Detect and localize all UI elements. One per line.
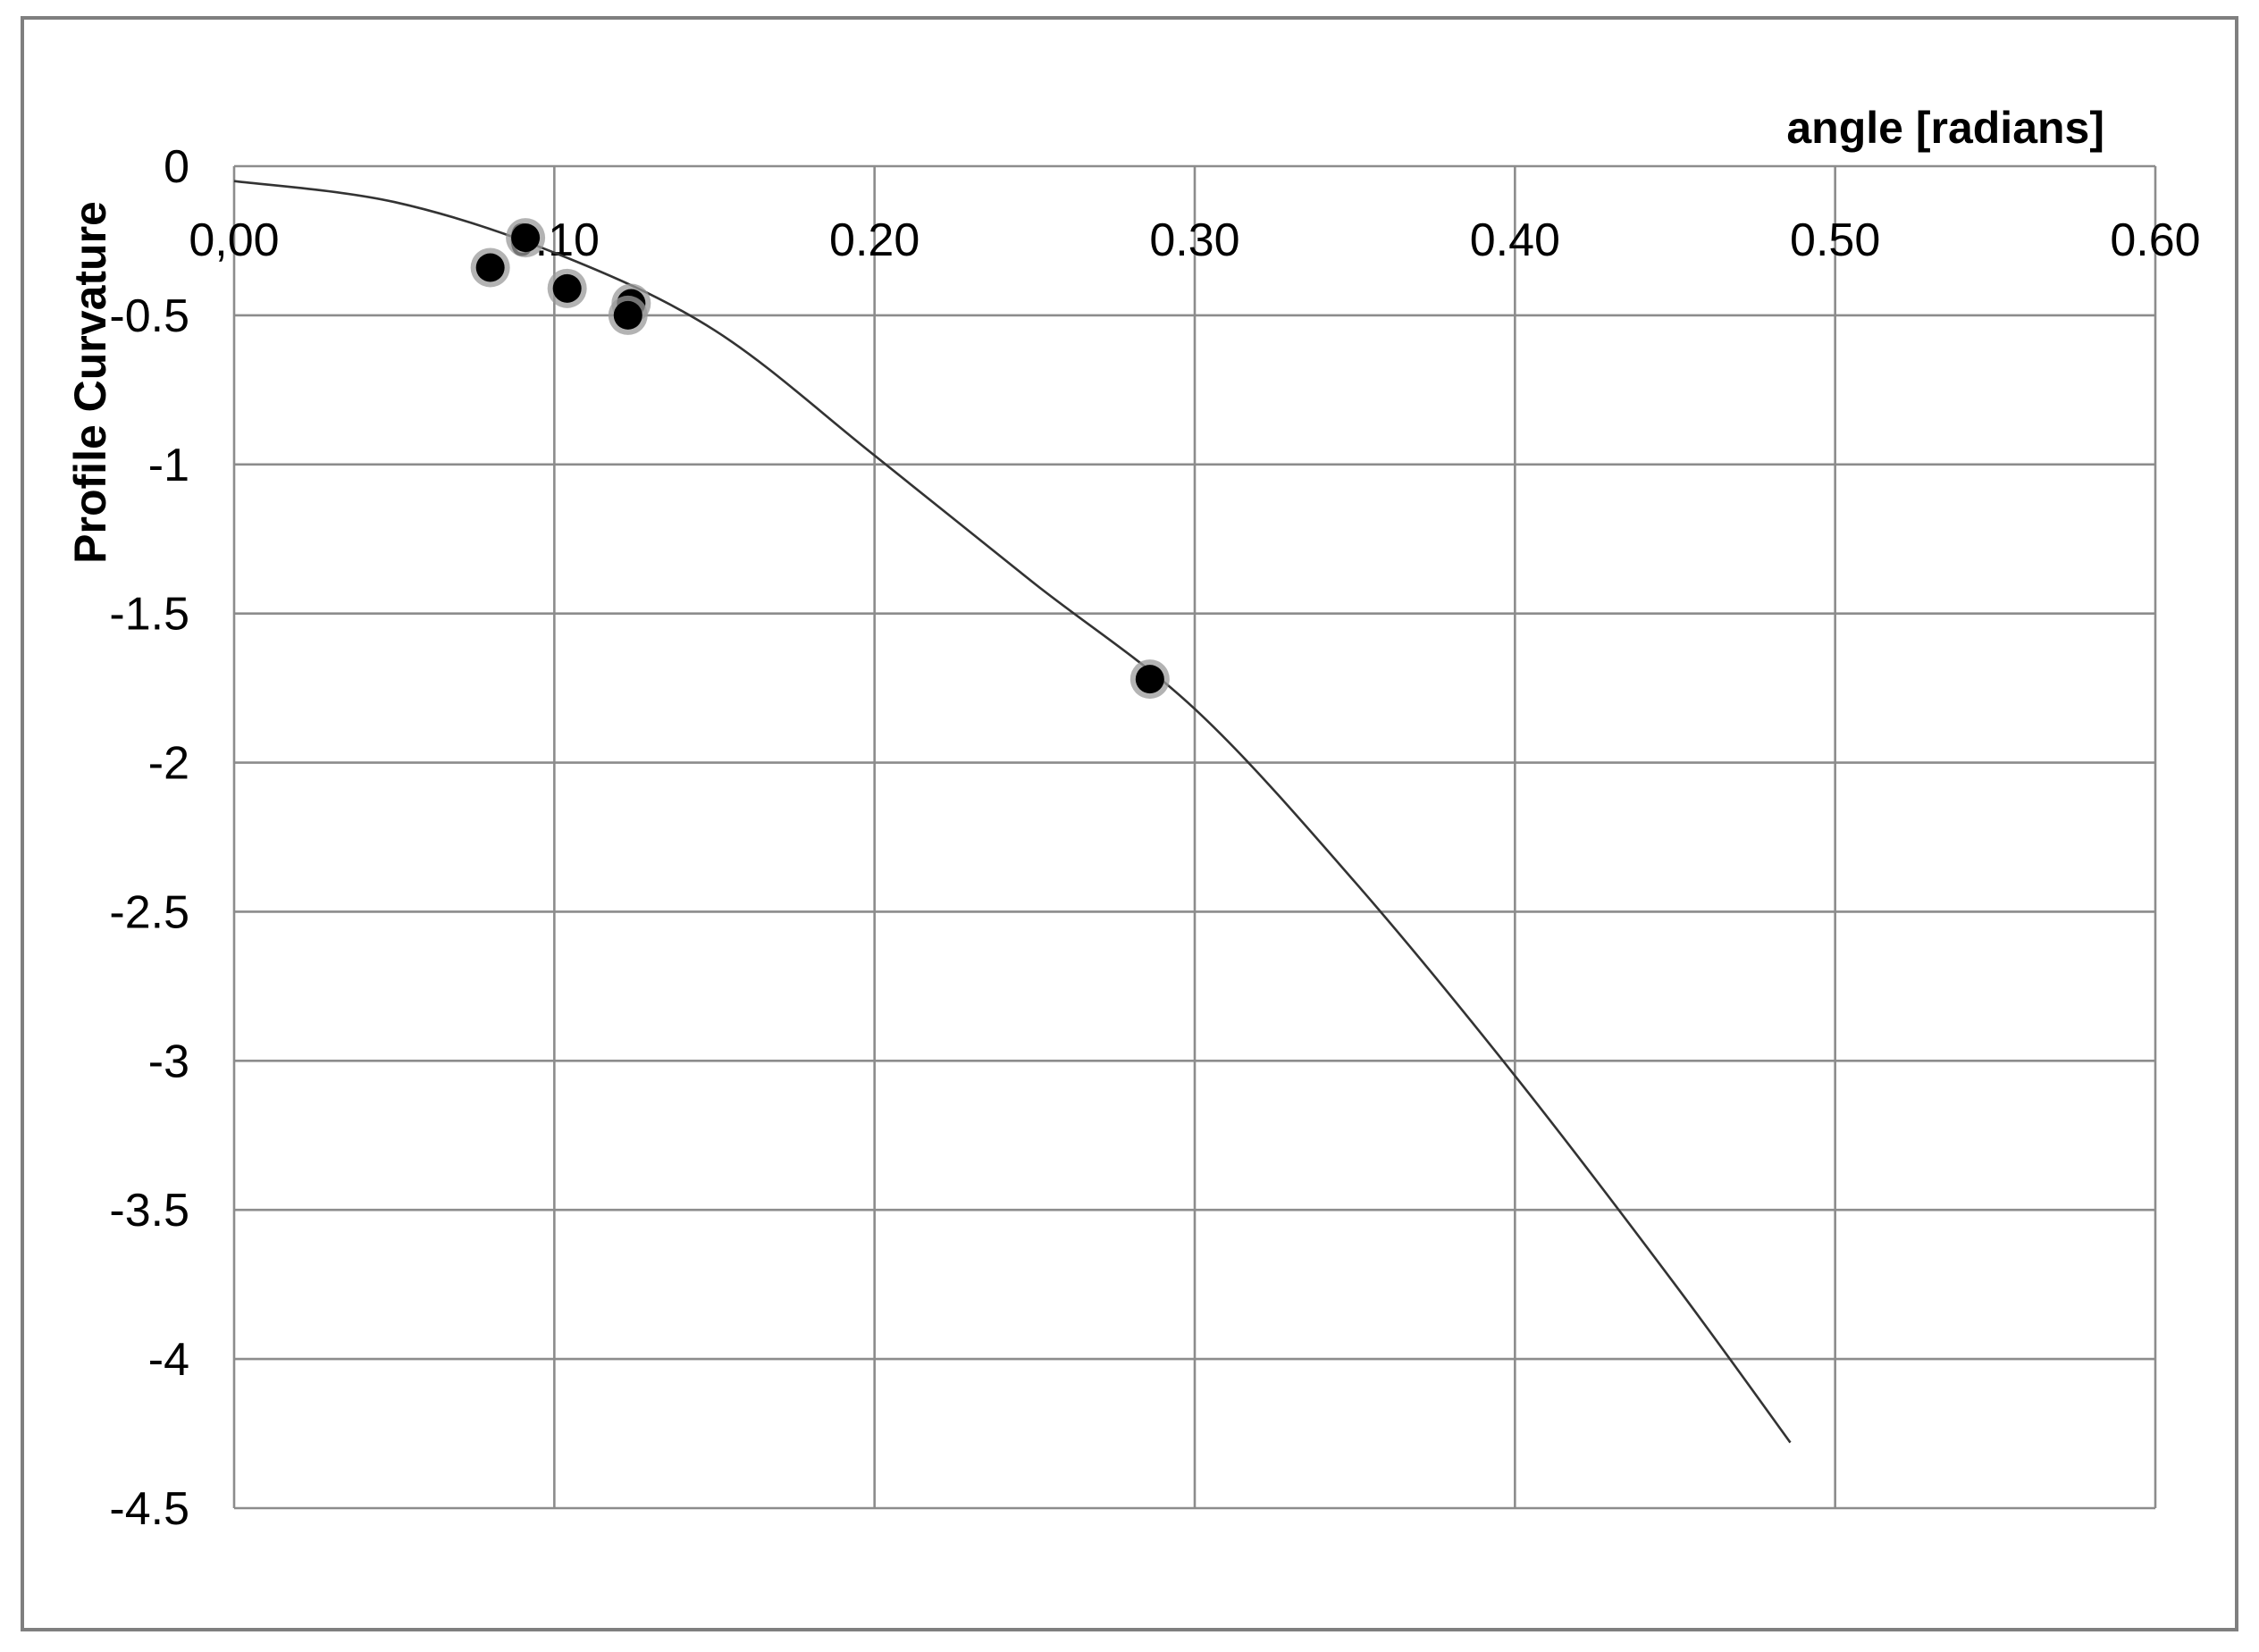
y-tick-label: -1.5 — [109, 589, 189, 641]
x-tick-label: 0,00 — [189, 214, 279, 266]
x-tick-label: 0.60 — [2110, 214, 2200, 266]
data-points — [470, 218, 1170, 700]
y-tick-label: -1 — [148, 440, 189, 491]
y-tick-label: -0.5 — [109, 290, 189, 342]
x-tick-label: 0.50 — [1790, 214, 1880, 266]
data-point — [1135, 665, 1164, 694]
x-tick-label: 0.40 — [1470, 214, 1560, 266]
x-axis-title: angle [radians] — [1786, 103, 2104, 153]
y-axis-title: Profile Curvature — [65, 201, 115, 564]
x-tick-label: 0.20 — [829, 214, 920, 266]
gridlines — [232, 164, 2157, 1510]
y-tick-label: -2.5 — [109, 886, 189, 938]
data-point — [552, 273, 582, 303]
y-tick-label: -4 — [148, 1334, 189, 1386]
y-tick-labels: 0 -0.5 -1 -1.5 -2 -2.5 -3 -3.5 -4 -4.5 — [109, 141, 189, 1535]
x-tick-labels: 0,00 0.10 0.20 0.30 0.40 0.50 0.60 — [189, 214, 2200, 266]
data-point — [613, 300, 642, 330]
data-point — [475, 253, 505, 282]
x-tick-label: 0.30 — [1149, 214, 1239, 266]
outer-border — [21, 16, 2238, 1631]
y-tick-label: 0 — [164, 141, 189, 193]
y-tick-label: -3.5 — [109, 1185, 189, 1237]
data-point — [511, 223, 541, 253]
y-tick-label: -2 — [148, 738, 189, 790]
y-tick-label: -4.5 — [109, 1483, 189, 1535]
y-tick-label: -3 — [148, 1036, 189, 1087]
